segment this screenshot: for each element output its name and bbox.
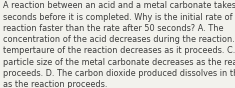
Text: A reaction between an acid and a metal carbonate takes 60
seconds before it is c: A reaction between an acid and a metal c…: [3, 1, 235, 88]
